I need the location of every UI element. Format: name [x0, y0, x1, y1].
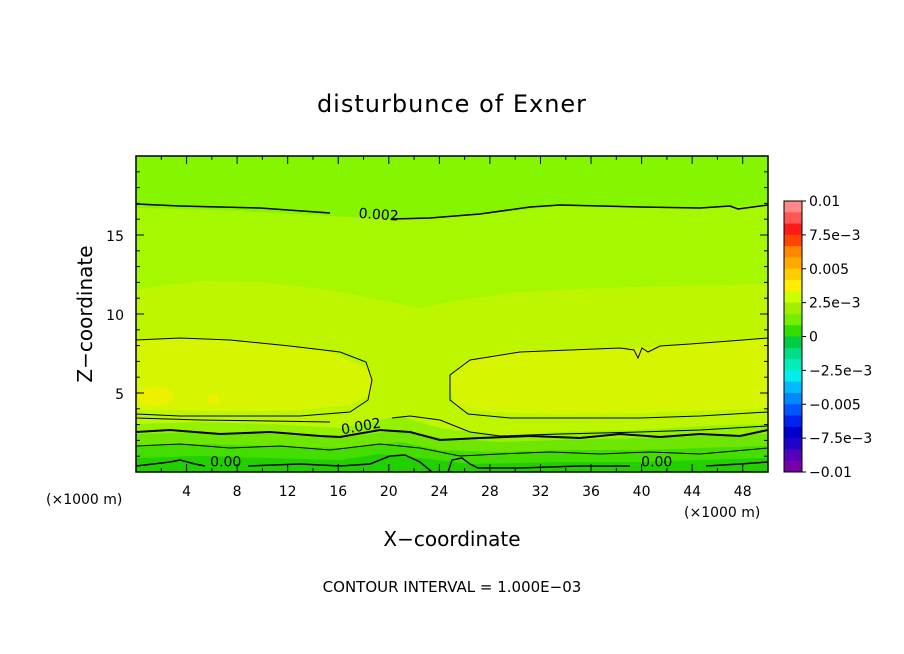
colorbar-swatch — [784, 268, 802, 281]
colorbar-tick-label: 7.5e−3 — [809, 228, 861, 244]
y-tick-label: 10 — [106, 308, 124, 324]
x-tick-label: 32 — [532, 484, 550, 500]
x-tick-label: 44 — [683, 484, 701, 500]
colorbar-swatch — [784, 438, 802, 450]
contour-label: 0.002 — [340, 416, 382, 439]
colorbar-swatch — [784, 404, 802, 417]
colorbar-tick-label: 2.5e−3 — [809, 296, 861, 312]
contour-labels: 0.002 0.002 0.00 0.00 — [210, 206, 672, 471]
y-axis-label: Z−coordinate — [73, 245, 97, 382]
colorbar-swatch — [784, 415, 802, 428]
contour-line-mid-low — [136, 415, 768, 437]
x-tick-label: 12 — [279, 484, 297, 500]
colorbar-swatch — [784, 359, 802, 371]
colorbar-swatch — [784, 313, 802, 326]
colorbar-swatch — [784, 347, 802, 360]
colorbar-swatch — [784, 325, 802, 337]
contour-interval-text: CONTOUR INTERVAL = 1.000E−03 — [323, 578, 582, 596]
band-low-4 — [136, 454, 768, 472]
max-spot-left — [138, 387, 174, 405]
colorbar-swatch — [784, 460, 802, 473]
colorbar-swatch — [784, 336, 802, 349]
contour-line-lower-thick — [136, 428, 768, 442]
colorbar-swatch — [784, 280, 802, 292]
contour-fill-layer — [136, 156, 768, 472]
colorbar-swatch — [784, 392, 802, 405]
y-tick-label: 15 — [106, 229, 124, 245]
contour-line-zero — [136, 454, 768, 472]
contour-line-left-cell — [136, 337, 373, 417]
contour-line-layer — [136, 203, 768, 472]
colorbar-swatch — [784, 223, 802, 236]
colorbar-swatch — [784, 291, 802, 304]
contour-line-right-cell — [449, 337, 768, 419]
colorbar-tick-label: −0.01 — [809, 465, 852, 481]
x-units-right: (×1000 m) — [684, 505, 760, 521]
x-axis: 4 8 12 16 20 24 28 32 36 40 44 48 — [160, 156, 752, 500]
x-axis-label: X−coordinate — [383, 527, 520, 551]
colorbar-swatch — [784, 212, 802, 225]
colorbar-swatch — [784, 449, 802, 462]
colorbar-swatch — [784, 201, 802, 213]
colorbar-tick-label: −2.5e−3 — [809, 363, 872, 379]
colorbar-tick-label: 0.005 — [809, 262, 849, 278]
x-tick-label: 24 — [430, 484, 448, 500]
colorbar-tick-label: −0.005 — [809, 397, 861, 413]
colorbar-swatch — [784, 257, 802, 270]
colorbar-swatch — [784, 234, 802, 247]
colorbar-swatch — [784, 246, 802, 258]
y-axis: 5 10 15 — [106, 171, 768, 457]
x-tick-label: 16 — [329, 484, 347, 500]
x-tick-label: 36 — [582, 484, 600, 500]
x-tick-label: 28 — [481, 484, 499, 500]
y-tick-label: 5 — [115, 387, 124, 403]
contour-label: 0.002 — [358, 206, 399, 225]
max-spot-small — [207, 394, 219, 404]
contour-line-lower-thin — [136, 443, 768, 457]
x-units-left: (×1000 m) — [46, 492, 122, 508]
x-tick-label: 20 — [380, 484, 398, 500]
band-high-right — [448, 338, 768, 414]
colorbar-tick-label: 0 — [809, 330, 818, 346]
x-tick-label: 48 — [734, 484, 752, 500]
colorbar-swatch — [784, 370, 802, 383]
colorbar-swatch — [784, 426, 802, 439]
contour-label: 0.00 — [210, 454, 241, 470]
colorbar-swatch — [784, 302, 802, 315]
contour-label: 0.00 — [641, 454, 672, 470]
x-tick-label: 40 — [633, 484, 651, 500]
colorbar-swatch — [784, 381, 802, 394]
colorbar-tick-label: 0.01 — [809, 194, 840, 210]
colorbar-tick-label: −7.5e−3 — [809, 431, 872, 447]
x-tick-label: 4 — [182, 484, 191, 500]
chart-title: disturbunce of Exner — [317, 90, 587, 118]
colorbar: 0.01 7.5e−3 0.005 2.5e−3 0 −2.5e−3 −0.005 −7.5e… — [783, 194, 872, 481]
contour-line-top — [136, 203, 768, 220]
x-tick-label: 8 — [233, 484, 242, 500]
band-high-left — [136, 338, 372, 412]
